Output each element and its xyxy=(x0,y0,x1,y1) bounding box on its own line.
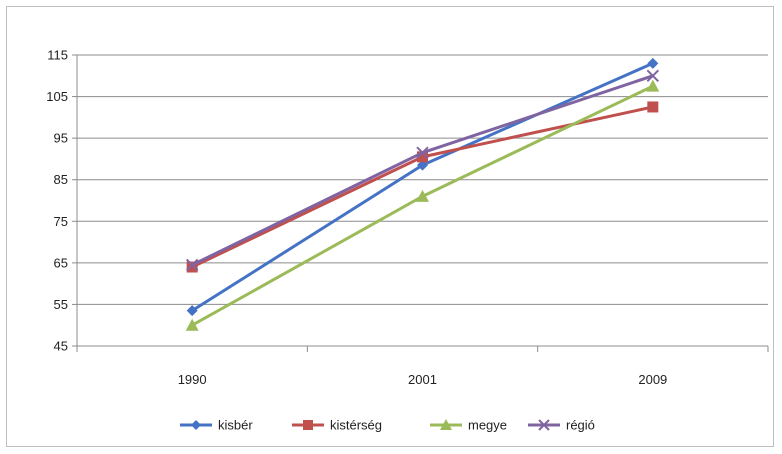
x-marker-stroke xyxy=(646,69,660,82)
gridlines xyxy=(77,54,768,305)
legend-item: kistérség xyxy=(292,418,382,433)
legend-item: régió xyxy=(528,418,595,433)
y-tick-label: 85 xyxy=(54,172,68,187)
data-point xyxy=(303,420,313,430)
series-diamond xyxy=(186,57,659,317)
series-square xyxy=(186,101,659,273)
data-point xyxy=(416,146,429,159)
data-point xyxy=(417,151,428,163)
legend-item: kisbér xyxy=(180,418,253,433)
series-layer xyxy=(185,57,660,331)
data-point xyxy=(185,318,199,331)
legend-label: kistérség xyxy=(330,418,382,433)
y-tick-label: 65 xyxy=(54,255,68,270)
legend-item: megye xyxy=(430,418,507,433)
y-tick-label: 115 xyxy=(47,48,68,63)
data-point xyxy=(440,419,452,430)
y-tick-label: 75 xyxy=(54,214,68,229)
data-point xyxy=(538,419,550,431)
data-point xyxy=(646,79,660,92)
y-axis-ticks: 45 55 65 75 85 95 105 115 xyxy=(46,48,77,354)
x-marker-stroke xyxy=(538,419,550,431)
x-axis-ticks: 1990 2001 2009 xyxy=(76,346,769,387)
y-tick-label: 45 xyxy=(54,339,68,354)
x-tick-label: 2001 xyxy=(408,372,437,387)
data-point xyxy=(191,420,201,430)
legend-label: kisbér xyxy=(218,418,253,433)
data-point xyxy=(185,258,199,272)
data-point xyxy=(416,189,429,202)
x-marker-stroke xyxy=(185,258,199,272)
x-marker-stroke xyxy=(416,146,429,159)
series-triangle xyxy=(185,79,660,331)
data-point xyxy=(186,305,198,317)
y-tick-label: 55 xyxy=(54,297,68,312)
series-x xyxy=(185,69,660,272)
series-line xyxy=(191,105,654,269)
legend: kisbér kistérség megye régió xyxy=(180,418,595,433)
y-tick-label: 105 xyxy=(46,89,68,104)
data-point xyxy=(647,57,659,69)
legend-label: régió xyxy=(566,418,595,433)
x-tick-label: 1990 xyxy=(178,372,207,387)
y-tick-label: 95 xyxy=(54,131,68,146)
data-point xyxy=(647,101,659,113)
legend-label: megye xyxy=(468,418,507,433)
x-tick-label: 2009 xyxy=(638,372,667,387)
data-point xyxy=(186,261,198,273)
axes xyxy=(76,55,768,347)
data-point xyxy=(417,159,428,171)
data-point xyxy=(646,69,660,82)
